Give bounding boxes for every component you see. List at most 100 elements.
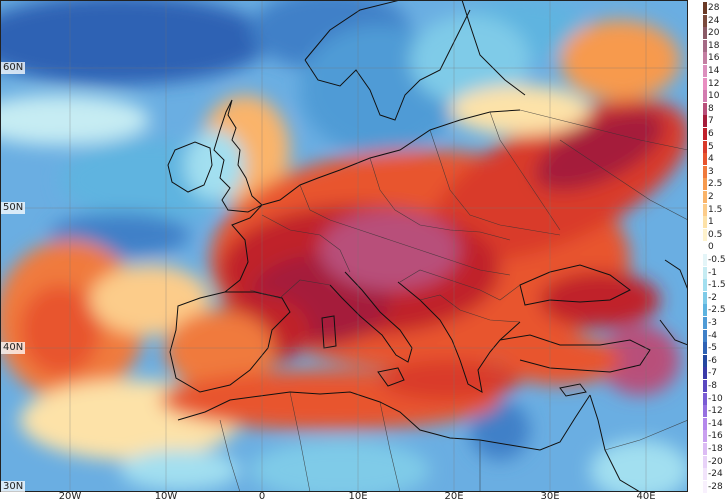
legend-label: 2 <box>708 192 714 202</box>
legend-swatch <box>703 241 707 254</box>
legend-label: 12 <box>708 78 720 89</box>
coast-caspian <box>659 259 688 346</box>
legend-swatch <box>703 480 707 493</box>
legend-item: -4 <box>703 329 727 342</box>
legend-swatch <box>703 203 707 216</box>
lat-label-30n: 30N <box>1 481 26 492</box>
legend-swatch <box>703 52 707 65</box>
legend-item: 3 <box>703 165 727 178</box>
legend-item: -2 <box>703 291 727 304</box>
legend-swatch <box>703 39 707 52</box>
legend-swatch <box>703 329 707 342</box>
legend-swatch <box>703 115 707 128</box>
lat-label-50n: 50N <box>1 202 26 214</box>
legend-item: -6 <box>703 354 727 367</box>
legend-label: -3 <box>708 318 717 328</box>
coast-sicily <box>377 367 405 387</box>
legend-label: 28 <box>708 3 720 13</box>
legend-swatch <box>703 165 707 178</box>
legend-swatch <box>703 266 707 279</box>
coast-ireland <box>167 141 213 193</box>
legend-label: -24 <box>708 469 723 480</box>
legend-label: -7 <box>708 368 717 379</box>
legend-label: 20 <box>708 28 720 39</box>
legend-swatch <box>703 228 707 241</box>
legend-item: 12 <box>703 77 727 90</box>
legend-label: -2.5 <box>708 305 726 316</box>
legend-swatch <box>703 216 707 229</box>
legend-swatch <box>703 65 707 77</box>
map-canvas <box>0 0 688 492</box>
legend-label: 2.5 <box>708 179 723 190</box>
coast-great-britain <box>213 99 263 213</box>
legend-swatch <box>703 417 707 430</box>
lon-label-0: 0 <box>258 491 266 502</box>
legend-item: -14 <box>703 417 727 430</box>
legend-item: -24 <box>703 468 727 481</box>
color-scale-legend: 28 24 20 18 16 14 12 10 8 7 6 5 4 3 2.5 2 1.5 1 0.5 0 -0.5 -1… <box>703 0 727 502</box>
coast-north-africa <box>177 391 591 451</box>
legend-label: 24 <box>708 15 720 26</box>
legend-swatch <box>703 304 707 317</box>
legend-item: 5 <box>703 140 727 153</box>
legend-swatch <box>703 354 707 367</box>
legend-label: -20 <box>708 456 723 467</box>
coast-sardinia <box>321 315 337 349</box>
legend-swatch <box>703 102 707 115</box>
legend-item: 28 <box>703 2 727 14</box>
legend-item: 14 <box>703 65 727 77</box>
legend-item: 4 <box>703 153 727 166</box>
legend-swatch <box>703 291 707 304</box>
legend-item: -20 <box>703 455 727 468</box>
legend-item: 10 <box>703 90 727 103</box>
lat-label-40n: 40N <box>1 342 26 354</box>
legend-item: 0.5 <box>703 228 727 241</box>
legend-swatch <box>703 178 707 191</box>
legend-swatch <box>703 405 707 418</box>
legend-label: -14 <box>708 418 723 429</box>
coastlines <box>167 0 688 492</box>
legend-label: -28 <box>708 481 723 492</box>
legend-label: 1 <box>708 217 714 228</box>
legend-label: 14 <box>708 66 720 76</box>
legend-swatch <box>703 77 707 90</box>
coast-france-west <box>224 204 263 293</box>
coast-iberia <box>169 291 291 393</box>
legend-label: 3 <box>708 166 714 177</box>
coast-cyprus <box>559 383 587 397</box>
legend-swatch <box>703 455 707 468</box>
legend-label: 8 <box>708 103 714 114</box>
legend-swatch <box>703 140 707 153</box>
lon-label-10w: 10W <box>154 491 178 502</box>
legend-item: 24 <box>703 14 727 27</box>
legend-swatch <box>703 27 707 40</box>
lon-label-40e: 40E <box>636 491 656 502</box>
legend-label: 5 <box>708 141 714 152</box>
legend-swatch <box>703 443 707 455</box>
lon-label-30e: 30E <box>540 491 560 502</box>
legend-label: 1.5 <box>708 204 723 215</box>
legend-label: -6 <box>708 355 717 366</box>
legend-swatch <box>703 380 707 392</box>
legend-item: -28 <box>703 480 727 493</box>
legend-item: -16 <box>703 430 727 443</box>
lon-label-20e: 20E <box>444 491 464 502</box>
legend-item: -8 <box>703 380 727 392</box>
country-borders <box>219 109 688 492</box>
legend-item: -7 <box>703 367 727 380</box>
legend-label: -18 <box>708 444 723 454</box>
legend-label: 4 <box>708 154 714 165</box>
legend-swatch <box>703 254 707 266</box>
legend-label: -1.5 <box>708 280 726 291</box>
legend-swatch <box>703 14 707 27</box>
legend-label: -8 <box>708 381 717 391</box>
legend-label: -16 <box>708 431 723 442</box>
legend-swatch <box>703 367 707 380</box>
legend-item: -18 <box>703 443 727 455</box>
legend-label: 0 <box>708 242 714 253</box>
legend-label: -4 <box>708 330 717 341</box>
legend-swatch <box>703 392 707 405</box>
coast-italy <box>329 271 413 363</box>
legend-item: 6 <box>703 128 727 140</box>
